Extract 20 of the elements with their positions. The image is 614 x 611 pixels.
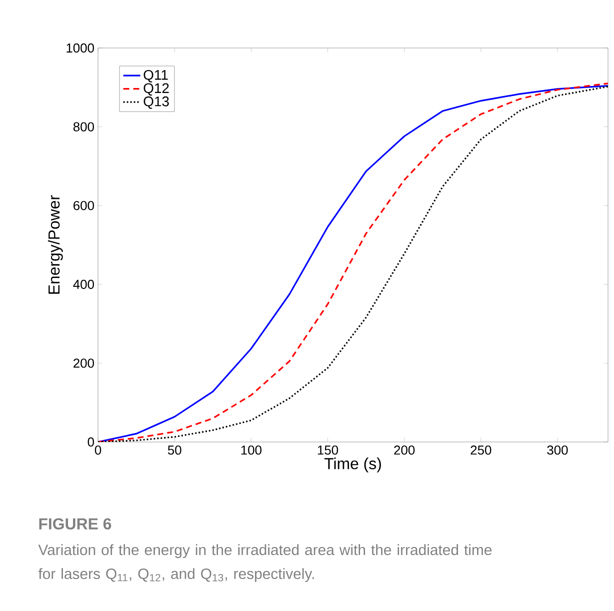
x-tick-label: 200 [394,446,415,455]
y-tick-label: 0 [88,437,94,447]
caption: FIGURE 6 [39,518,112,530]
y-tick-label: 400 [73,280,94,289]
x-tick-label: 100 [241,446,262,455]
y-tick-label: 1000 [66,43,94,53]
legend-label: Q11 [144,70,168,82]
y-tick-label: 800 [73,122,94,132]
x-tick-label: 150 [318,446,338,455]
legend-label: Q13 [144,96,169,109]
x-tick-label: 300 [547,446,568,455]
y-axis-title: Energy/Power [48,195,63,294]
y-tick-label: 200 [74,358,94,368]
text: Variation of the energy in the irradiated area with the irradiated time for lasers Q$_{11}$, Q$_{12}$, and Q$_{13}$, respectively. [38,544,492,582]
y-tick-label: 600 [74,200,94,210]
x-tick-label: 250 [470,446,492,455]
legend-label: Q12 [144,83,169,96]
x-tick-label: 0 [94,446,102,455]
x-axis-title: Time (s) [324,458,381,472]
x-tick-label: 50 [168,446,182,455]
